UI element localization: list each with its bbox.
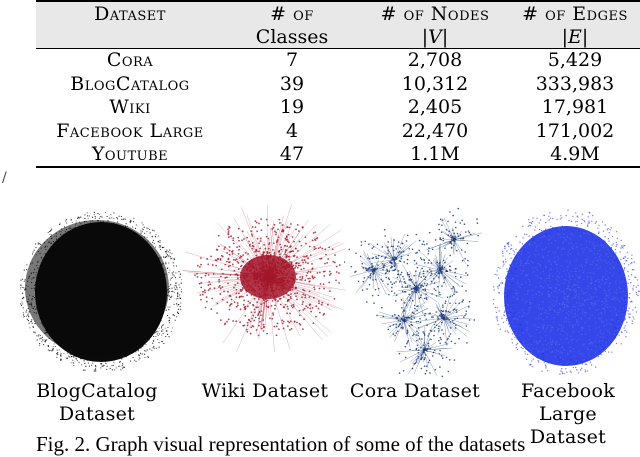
header-classes-line1: # of <box>224 0 360 26</box>
cell-dataset: Facebook Large <box>36 120 224 144</box>
facebook-graph <box>490 200 640 378</box>
header-edges-line2: |E| <box>510 26 640 49</box>
header-nodes-line1: # of Nodes <box>360 0 510 26</box>
blogcatalog-label: BlogCatalog Dataset <box>22 380 172 426</box>
cell-nodes: 1.1M <box>360 143 510 167</box>
cell-dataset: Cora <box>36 49 224 73</box>
cell-edges: 4.9M <box>510 143 640 167</box>
header-edges-line1: # of Edges <box>510 0 640 26</box>
cell-edges: 17,981 <box>510 96 640 120</box>
cell-nodes: 2,708 <box>360 49 510 73</box>
facebook-label-line1: Facebook Large <box>496 380 640 426</box>
cell-classes: 4 <box>224 120 360 144</box>
cell-classes: 39 <box>224 73 360 97</box>
cora-label-line1: Cora Dataset <box>345 380 485 403</box>
cell-dataset: BlogCatalog <box>36 73 224 97</box>
blogcatalog-graph <box>20 208 182 373</box>
blogcatalog-label-line1: BlogCatalog <box>22 380 172 403</box>
stray-mark: / <box>2 170 7 186</box>
table-header-row-1: Dataset # of # of Nodes # of Edges <box>36 0 640 26</box>
header-classes-line2: Classes <box>224 26 360 49</box>
cell-classes: 19 <box>224 96 360 120</box>
table-header-row-2: Classes |V| |E| <box>36 26 640 49</box>
cell-dataset: Youtube <box>36 143 224 167</box>
cell-nodes: 22,470 <box>360 120 510 144</box>
cora-label: Cora Dataset <box>345 380 485 403</box>
wiki-label: Wiki Dataset <box>190 380 340 403</box>
datasets-table: Dataset # of # of Nodes # of Edges Class… <box>36 0 640 167</box>
cell-classes: 7 <box>224 49 360 73</box>
wiki-graph <box>182 205 346 375</box>
cell-nodes: 10,312 <box>360 73 510 97</box>
cora-graph <box>344 200 486 378</box>
header-nodes-line2: |V| <box>360 26 510 49</box>
cell-classes: 47 <box>224 143 360 167</box>
header-dataset-line2 <box>36 26 224 49</box>
figure-caption: Fig. 2. Graph visual representation of s… <box>36 432 525 457</box>
cell-dataset: Wiki <box>36 96 224 120</box>
cell-edges: 171,002 <box>510 120 640 144</box>
cell-nodes: 2,405 <box>360 96 510 120</box>
wiki-label-line1: Wiki Dataset <box>190 380 340 403</box>
header-dataset: Dataset <box>36 0 224 26</box>
cell-edges: 5,429 <box>510 49 640 73</box>
blogcatalog-label-line2: Dataset <box>22 403 172 426</box>
cell-edges: 333,983 <box>510 73 640 97</box>
